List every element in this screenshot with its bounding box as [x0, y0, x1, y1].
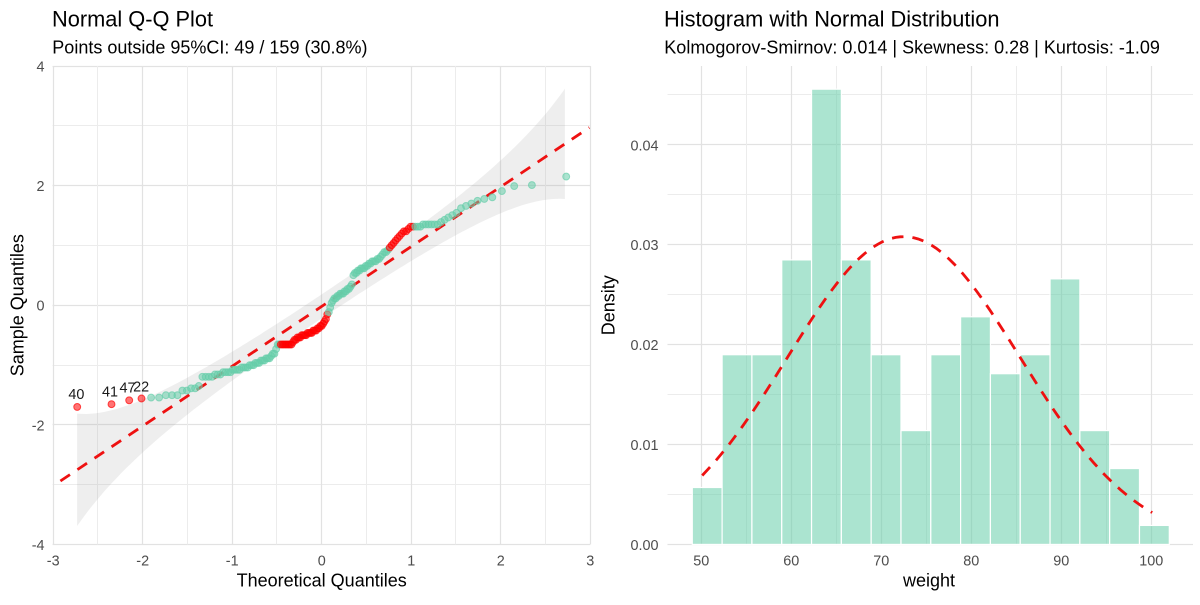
svg-text:90: 90: [1053, 554, 1069, 570]
svg-text:-2: -2: [32, 418, 45, 434]
svg-text:47: 47: [119, 381, 135, 397]
svg-text:0.01: 0.01: [630, 438, 658, 454]
svg-text:Kolmogorov-Smirnov: 0.014 | Sk: Kolmogorov-Smirnov: 0.014 | Skewness: 0.…: [664, 38, 1160, 58]
svg-text:Normal Q-Q Plot: Normal Q-Q Plot: [52, 7, 213, 32]
svg-text:Histogram with Normal Distribu: Histogram with Normal Distribution: [664, 7, 1000, 32]
svg-text:41: 41: [102, 384, 118, 400]
svg-text:40: 40: [68, 387, 84, 403]
svg-text:2: 2: [36, 179, 44, 195]
svg-text:3: 3: [586, 554, 594, 570]
svg-text:-4: -4: [32, 538, 45, 554]
svg-text:100: 100: [1139, 554, 1163, 570]
svg-text:-3: -3: [47, 554, 60, 570]
svg-text:Density: Density: [599, 275, 619, 335]
svg-text:4: 4: [36, 60, 44, 76]
svg-text:0.02: 0.02: [630, 338, 658, 354]
svg-text:70: 70: [873, 554, 889, 570]
svg-text:-1: -1: [226, 554, 239, 570]
svg-text:0.03: 0.03: [630, 238, 658, 254]
svg-text:0: 0: [36, 299, 44, 315]
svg-text:-2: -2: [136, 554, 149, 570]
svg-text:22: 22: [133, 379, 149, 395]
svg-text:60: 60: [783, 554, 799, 570]
svg-text:1: 1: [407, 554, 415, 570]
svg-text:0: 0: [318, 554, 326, 570]
svg-text:50: 50: [693, 554, 709, 570]
svg-text:2: 2: [497, 554, 505, 570]
svg-text:Theoretical Quantiles: Theoretical Quantiles: [237, 570, 407, 590]
svg-text:80: 80: [963, 554, 979, 570]
svg-text:Points outside 95%CI: 49 / 159: Points outside 95%CI: 49 / 159 (30.8%): [52, 38, 367, 58]
svg-text:weight: weight: [902, 570, 955, 590]
svg-text:Sample Quantiles: Sample Quantiles: [8, 234, 28, 376]
svg-text:0.04: 0.04: [630, 138, 658, 154]
svg-text:0.00: 0.00: [630, 538, 658, 554]
